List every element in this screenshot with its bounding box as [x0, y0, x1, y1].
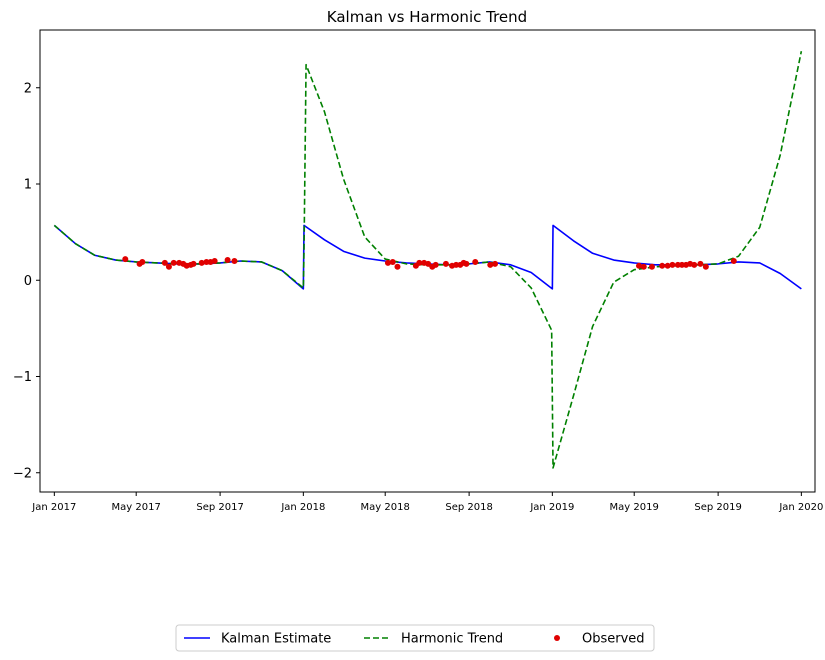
- y-tick-label: 1: [24, 178, 32, 193]
- observed-point: [432, 261, 439, 268]
- chart-title: Kalman vs Harmonic Trend: [327, 8, 527, 26]
- observed-point: [231, 258, 238, 264]
- x-tick-label: May 2019: [610, 502, 659, 513]
- observed-point: [669, 261, 676, 268]
- plot-frame: [39, 29, 816, 493]
- x-tick-label: May 2018: [361, 502, 410, 513]
- observed-point: [416, 259, 423, 266]
- observed-point: [453, 261, 460, 268]
- observed-point: [190, 260, 197, 267]
- x-axis: Jan 2017 May 2017 Sep 2017 Jan 2018 May 2018…: [31, 492, 823, 513]
- observed-point: [211, 258, 218, 264]
- observed-point: [635, 262, 642, 269]
- x-tick-label: Sep 2017: [196, 502, 243, 513]
- observed-point: [730, 258, 737, 264]
- observed-point: [691, 261, 698, 268]
- observed-point: [165, 263, 172, 270]
- y-axis: 2 1 0 −1 −2: [13, 81, 40, 481]
- observed-point: [674, 261, 681, 268]
- observed-point: [170, 259, 177, 266]
- observed-point: [224, 257, 231, 264]
- observed-point: [394, 263, 401, 270]
- observed-point: [659, 262, 666, 269]
- legend-box: [175, 624, 655, 652]
- legend-label-kalman-estimate: Kalman Estimate: [221, 632, 331, 647]
- plot-area: [39, 29, 816, 493]
- legend: Kalman Estimate Harmonic Trend Observed: [175, 624, 655, 652]
- legend-label-observed: Observed: [582, 632, 645, 647]
- observed-point: [472, 258, 479, 265]
- x-tick-label: Sep 2018: [445, 502, 492, 513]
- y-tick-label: −1: [13, 370, 32, 385]
- observed-point: [122, 256, 129, 263]
- harmonic-trend-line: [53, 51, 803, 469]
- x-tick-label: Jan 2020: [778, 502, 823, 513]
- observed-point: [664, 262, 671, 269]
- x-tick-label: Jan 2017: [31, 502, 76, 513]
- y-tick-label: 0: [24, 274, 32, 289]
- observed-point: [198, 259, 205, 266]
- observed-point: [640, 263, 647, 270]
- observed-point: [648, 263, 655, 270]
- x-tick-label: Sep 2019: [694, 502, 741, 513]
- legend-label-harmonic-trend: Harmonic Trend: [401, 632, 503, 647]
- observed-point: [139, 258, 146, 265]
- observed-point: [463, 260, 470, 267]
- legend-swatch-observed: [554, 635, 560, 641]
- observed-point: [389, 258, 396, 265]
- series-layer: [53, 51, 803, 469]
- observed-point: [161, 259, 168, 266]
- kalman-estimate-line: [53, 224, 802, 290]
- observed-point: [442, 260, 449, 267]
- observed-point: [702, 263, 709, 270]
- y-tick-label: 2: [24, 81, 32, 96]
- x-tick-label: May 2017: [112, 502, 161, 513]
- observed-point: [384, 259, 391, 266]
- observed-point: [697, 260, 704, 267]
- x-tick-label: Jan 2018: [280, 502, 325, 513]
- x-tick-label: Jan 2019: [529, 502, 574, 513]
- y-tick-label: −2: [13, 466, 32, 481]
- observed-point: [492, 260, 499, 267]
- observed-point: [487, 261, 494, 268]
